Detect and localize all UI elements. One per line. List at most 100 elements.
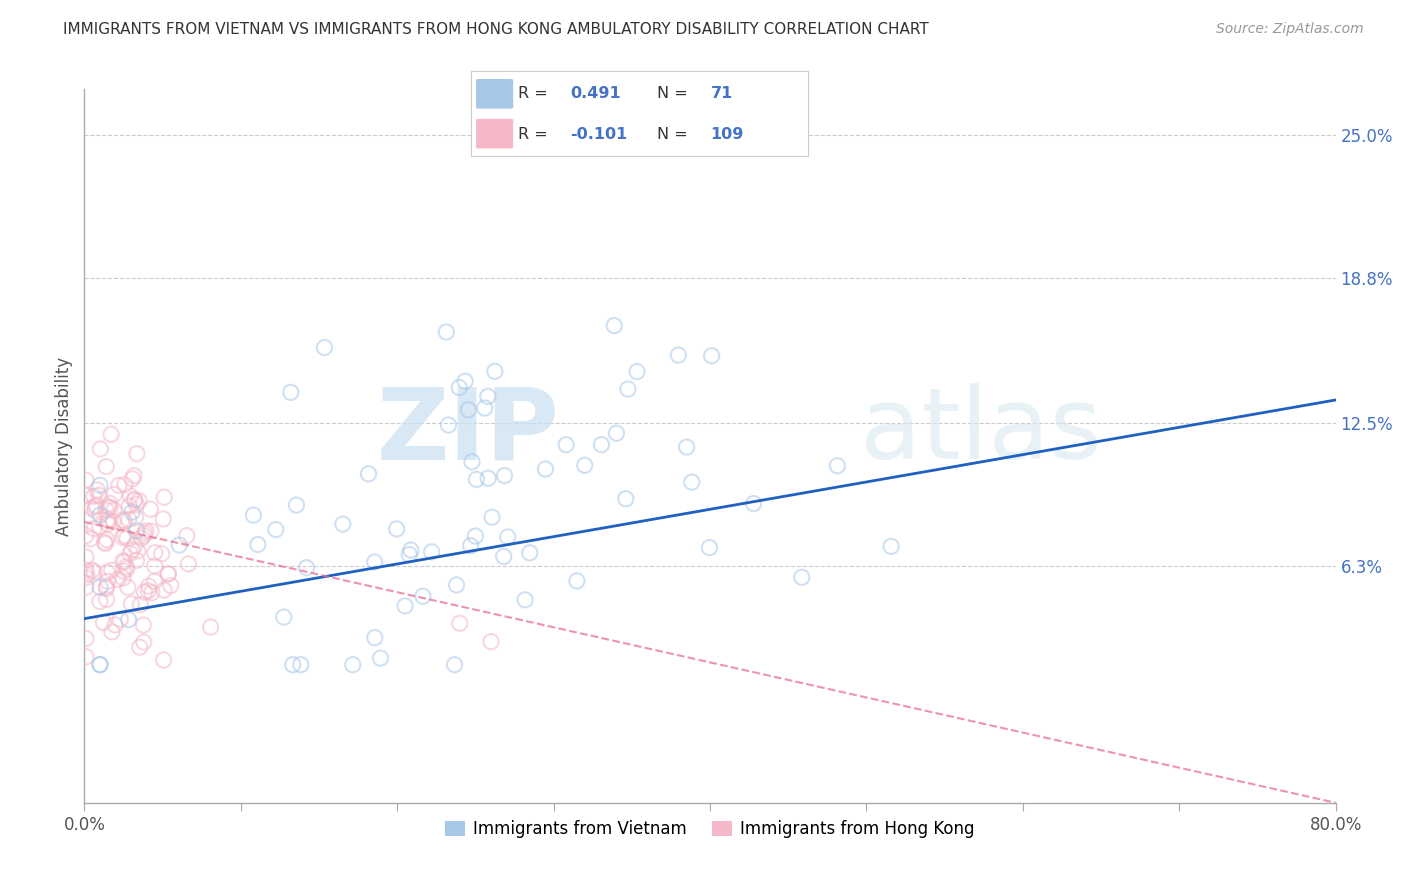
Point: [457, 402, 479, 417]
Point: [87, 488, 110, 502]
Point: [125, 447, 148, 461]
Point: [98, 500, 121, 515]
Point: [97, 513, 120, 527]
Point: [83, 489, 105, 503]
Point: [281, 657, 304, 672]
Point: [434, 325, 457, 339]
Point: [93, 535, 115, 549]
Point: [122, 468, 145, 483]
Point: [742, 497, 765, 511]
Point: [107, 478, 129, 492]
Point: [114, 529, 136, 543]
Point: [115, 562, 138, 576]
FancyBboxPatch shape: [477, 119, 513, 148]
Point: [666, 348, 689, 362]
Point: [477, 471, 499, 485]
Point: [128, 640, 150, 655]
Point: [465, 472, 488, 486]
Point: [443, 657, 465, 672]
Point: [790, 570, 813, 584]
Point: [110, 612, 132, 626]
Point: [124, 492, 146, 507]
Point: [364, 631, 387, 645]
Point: [617, 382, 640, 396]
Point: [534, 462, 557, 476]
Legend: Immigrants from Vietnam, Immigrants from Hong Kong: Immigrants from Vietnam, Immigrants from…: [439, 814, 981, 845]
Point: [460, 539, 482, 553]
Point: [605, 426, 627, 441]
Point: [138, 579, 160, 593]
Point: [481, 510, 503, 524]
Text: 0.491: 0.491: [571, 86, 621, 101]
Point: [314, 341, 336, 355]
Point: [96, 565, 118, 579]
Point: [97, 500, 120, 514]
Point: [96, 533, 118, 547]
Point: [141, 585, 163, 599]
Point: [131, 532, 153, 546]
Point: [513, 592, 536, 607]
Point: [75, 632, 97, 646]
Point: [273, 610, 295, 624]
Point: [135, 524, 157, 538]
Point: [112, 571, 135, 585]
Point: [118, 499, 141, 513]
FancyBboxPatch shape: [477, 79, 513, 109]
Point: [112, 564, 135, 578]
Point: [200, 620, 222, 634]
Point: [555, 438, 578, 452]
Point: [132, 528, 155, 542]
Point: [152, 653, 174, 667]
Point: [143, 574, 166, 589]
Point: [125, 498, 148, 512]
Point: [565, 574, 588, 588]
Point: [120, 489, 142, 503]
Point: [124, 510, 146, 524]
Point: [342, 657, 364, 672]
Point: [104, 618, 127, 632]
Point: [114, 477, 136, 491]
Point: [83, 565, 105, 579]
Text: 109: 109: [710, 127, 744, 142]
Point: [394, 599, 416, 613]
Point: [96, 579, 118, 593]
Point: [100, 563, 122, 577]
Point: [132, 618, 155, 632]
Point: [603, 318, 626, 333]
Point: [89, 442, 111, 456]
Point: [420, 545, 443, 559]
Point: [117, 580, 139, 594]
Point: [129, 598, 152, 612]
Point: [574, 458, 596, 473]
Point: [84, 500, 107, 514]
Text: R =: R =: [519, 127, 553, 142]
Point: [446, 578, 468, 592]
Point: [111, 513, 134, 527]
Point: [75, 563, 97, 577]
Point: [152, 512, 174, 526]
Point: [96, 582, 118, 596]
Point: [153, 583, 176, 598]
Point: [96, 503, 118, 517]
Point: [97, 514, 120, 528]
Point: [246, 537, 269, 551]
Point: [89, 478, 111, 492]
Point: [111, 554, 134, 568]
Point: [89, 519, 111, 533]
Point: [242, 508, 264, 522]
Point: [136, 583, 159, 598]
Point: [120, 597, 142, 611]
Point: [681, 475, 703, 489]
Point: [363, 555, 385, 569]
Point: [176, 529, 198, 543]
Text: N =: N =: [657, 86, 693, 101]
Point: [626, 365, 648, 379]
Point: [127, 544, 149, 558]
Point: [101, 624, 124, 639]
Point: [280, 385, 302, 400]
Point: [96, 459, 118, 474]
Point: [398, 548, 420, 562]
Point: [437, 418, 460, 433]
Point: [461, 455, 484, 469]
Point: [492, 549, 515, 564]
